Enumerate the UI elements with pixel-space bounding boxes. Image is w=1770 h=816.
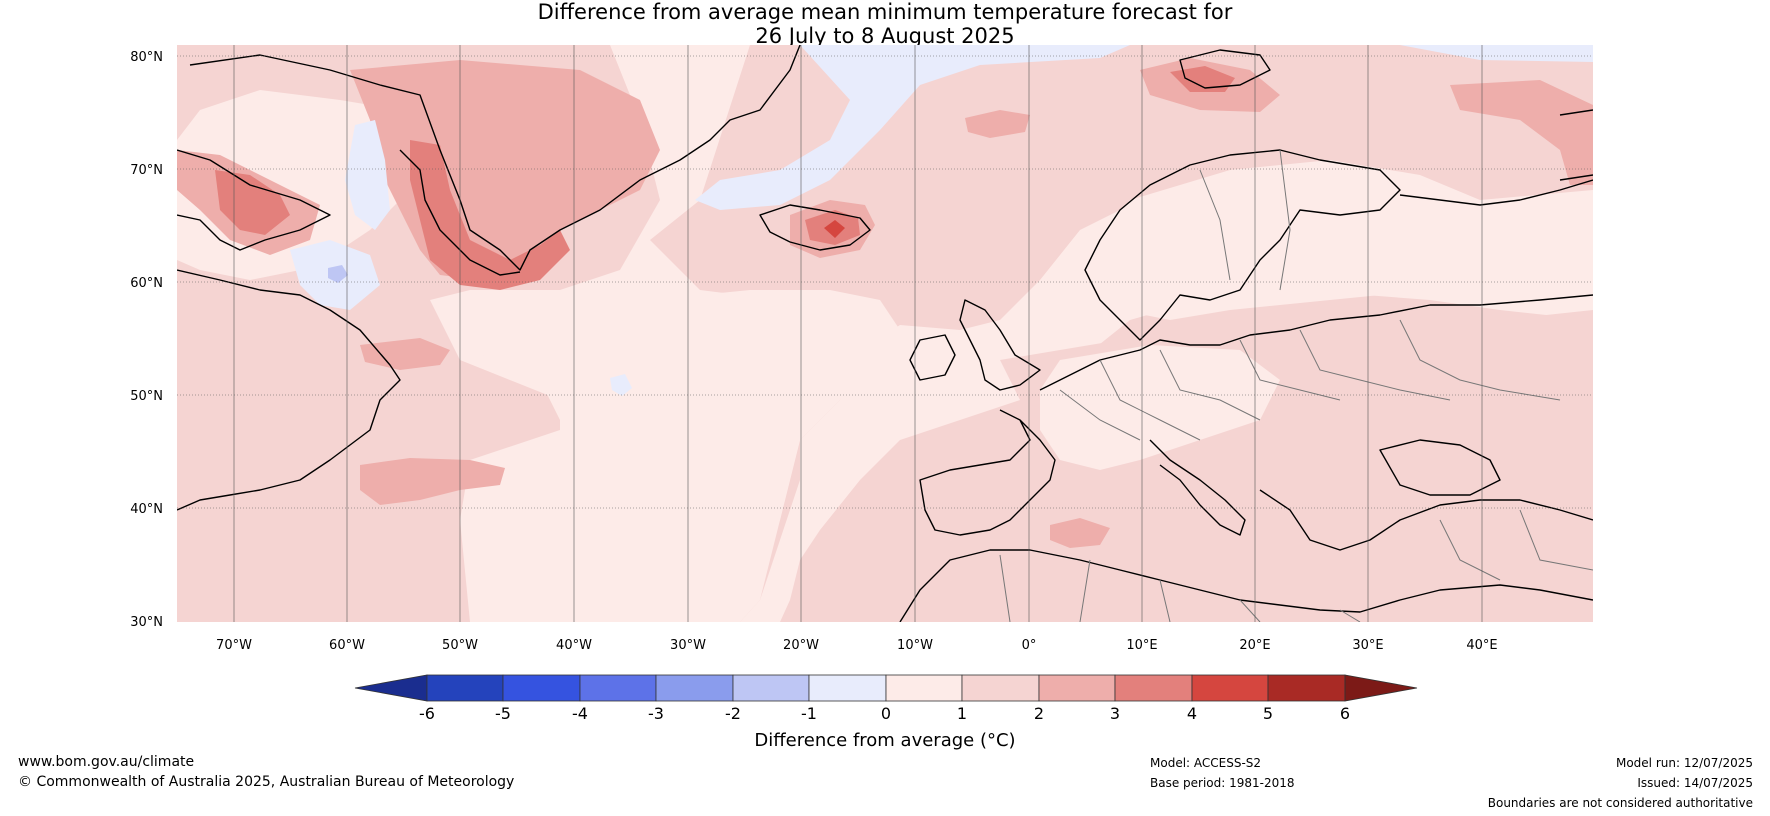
colorbar-segment-minus5-minus4 xyxy=(502,674,581,702)
lat-label-60: 60°N xyxy=(130,276,163,291)
field-4-5-iceland xyxy=(824,220,845,238)
lon-label-10e: 10°E xyxy=(1126,638,1157,653)
footer-model-run: Model run: 12/07/2025 xyxy=(1615,756,1753,770)
colorbar-tick--1: -1 xyxy=(801,704,817,723)
colorbar-segment-minus3-minus2 xyxy=(655,674,734,702)
lon-label-0: 0° xyxy=(1022,638,1037,653)
graticule xyxy=(177,45,1593,622)
field-neg-0-1-greenland xyxy=(345,120,390,230)
colorbar-tick-0: 0 xyxy=(881,704,891,723)
field-3-4-greenland-east xyxy=(410,140,570,290)
colorbar-segment-below-min xyxy=(354,674,428,702)
coastline-greece-turkey xyxy=(1259,489,1593,551)
footer-base-period: Base period: 1981-2018 xyxy=(1150,776,1295,790)
field-neg-0-1-spot xyxy=(610,374,632,396)
colorbar-tick--6: -6 xyxy=(419,704,435,723)
lon-label-10w: 10°W xyxy=(897,638,933,653)
lat-label-50: 50°N xyxy=(130,389,163,404)
footer-url: www.bom.gov.au/climate xyxy=(18,754,195,770)
field-0-1-central-atlantic xyxy=(470,290,900,622)
colorbar-segment-3-4 xyxy=(1114,674,1193,702)
colorbar-segment-minus1-0 xyxy=(808,674,887,702)
colorbar-segment-above-max xyxy=(1344,674,1418,702)
coastline-iceland xyxy=(759,204,871,251)
footer-model: Model: ACCESS-S2 xyxy=(1150,756,1262,770)
colorbar-tick-4: 4 xyxy=(1187,704,1197,723)
coastline-labrador xyxy=(177,269,401,511)
coastline-baffin xyxy=(177,149,331,251)
lon-label-40w: 40°W xyxy=(556,638,592,653)
field-2-3-atlantic xyxy=(360,458,505,505)
field-2-3-newfoundland xyxy=(360,338,450,370)
colorbar-segment-5-6 xyxy=(1267,674,1346,702)
lon-label-20e: 20°E xyxy=(1239,638,1270,653)
colorbar-tick-2: 2 xyxy=(1034,704,1044,723)
lat-label-30: 30°N xyxy=(130,615,163,630)
field-neg-0-1-north xyxy=(695,45,1130,210)
colorbar-tick--4: -4 xyxy=(572,704,588,723)
colorbar xyxy=(354,674,1418,702)
coastline-ireland xyxy=(909,334,956,381)
coastline-black-sea xyxy=(1379,439,1501,496)
footer-boundaries: Boundaries are not considered authoritat… xyxy=(1487,796,1753,810)
lon-label-50w: 50°W xyxy=(442,638,478,653)
field-3-4-svalbard xyxy=(1170,66,1235,92)
longitude-labels: 70°W 60°W 50°W 40°W 30°W 20°W 10°W 0° 10… xyxy=(216,638,1498,653)
colorbar-segment-minus2-minus1 xyxy=(732,674,810,702)
field-2-3-norwegian xyxy=(965,110,1030,138)
lon-label-60w: 60°W xyxy=(329,638,365,653)
coastline-britain xyxy=(959,299,1041,391)
footer-copyright: © Commonwealth of Australia 2025, Austra… xyxy=(18,774,515,790)
title-line-2: 26 July to 8 August 2025 xyxy=(755,24,1015,48)
colorbar-segment-minus6-minus5 xyxy=(426,674,504,702)
lon-label-30w: 30°W xyxy=(670,638,706,653)
colorbar-segment-2-3 xyxy=(1038,674,1116,702)
anomaly-field xyxy=(177,45,1593,622)
title-line-1: Difference from average mean minimum tem… xyxy=(537,0,1233,24)
colorbar-segment-1-2 xyxy=(961,674,1040,702)
field-0-1-europe-central xyxy=(1040,345,1280,470)
colorbar-tick-3: 3 xyxy=(1110,704,1120,723)
map-title: Difference from average mean minimum tem… xyxy=(0,0,1770,48)
coastline-north-africa xyxy=(899,549,1593,622)
borders-africa xyxy=(999,554,1361,622)
colorbar-segment-4-5 xyxy=(1191,674,1269,702)
coastlines xyxy=(177,45,1593,622)
lon-label-70w: 70°W xyxy=(216,638,252,653)
borders-scandinavia xyxy=(1199,149,1291,291)
coastline-greenland-west xyxy=(399,149,521,276)
lat-label-40: 40°N xyxy=(130,502,163,517)
coastline-italy xyxy=(1149,439,1246,536)
colorbar-tick--5: -5 xyxy=(495,704,511,723)
coastline-iberia xyxy=(919,409,1056,536)
colorbar-segment-minus4-minus3 xyxy=(579,674,657,702)
lat-label-70: 70°N xyxy=(130,163,163,178)
colorbar-tick--2: -2 xyxy=(725,704,741,723)
colorbar-ticks: -6 -5 -4 -3 -2 -1 0 1 2 3 4 5 6 xyxy=(419,704,1350,723)
field-0-1-europe-north xyxy=(1100,160,1520,320)
colorbar-segment-0-1 xyxy=(885,674,963,702)
field-neg-0-1-arctic-east xyxy=(1400,45,1593,62)
coastline-europe-west xyxy=(1039,294,1593,391)
coastline-scandinavia xyxy=(1084,149,1401,341)
colorbar-tick-5: 5 xyxy=(1263,704,1273,723)
lon-label-30e: 30°E xyxy=(1352,638,1383,653)
latitude-labels: 80°N 70°N 60°N 50°N 40°N 30°N xyxy=(130,50,163,630)
field-neg-1-2-labrador xyxy=(328,265,348,283)
colorbar-tick--3: -3 xyxy=(648,704,664,723)
colorbar-title: Difference from average (°C) xyxy=(754,730,1016,751)
field-2-3-algeria xyxy=(1050,518,1110,548)
colorbar-tick-1: 1 xyxy=(957,704,967,723)
field-2-3-barents xyxy=(1450,80,1593,185)
coastline-novaya-zemlya xyxy=(1559,109,1593,181)
coastline-greenland xyxy=(189,45,801,271)
borders-middle-east xyxy=(1439,509,1593,581)
coastline-russia-north xyxy=(1399,179,1593,206)
footer-issued: Issued: 14/07/2025 xyxy=(1637,776,1753,790)
colorbar-tick-6: 6 xyxy=(1340,704,1350,723)
lon-label-40e: 40°E xyxy=(1466,638,1497,653)
lat-label-80: 80°N xyxy=(130,50,163,65)
lon-label-20w: 20°W xyxy=(783,638,819,653)
